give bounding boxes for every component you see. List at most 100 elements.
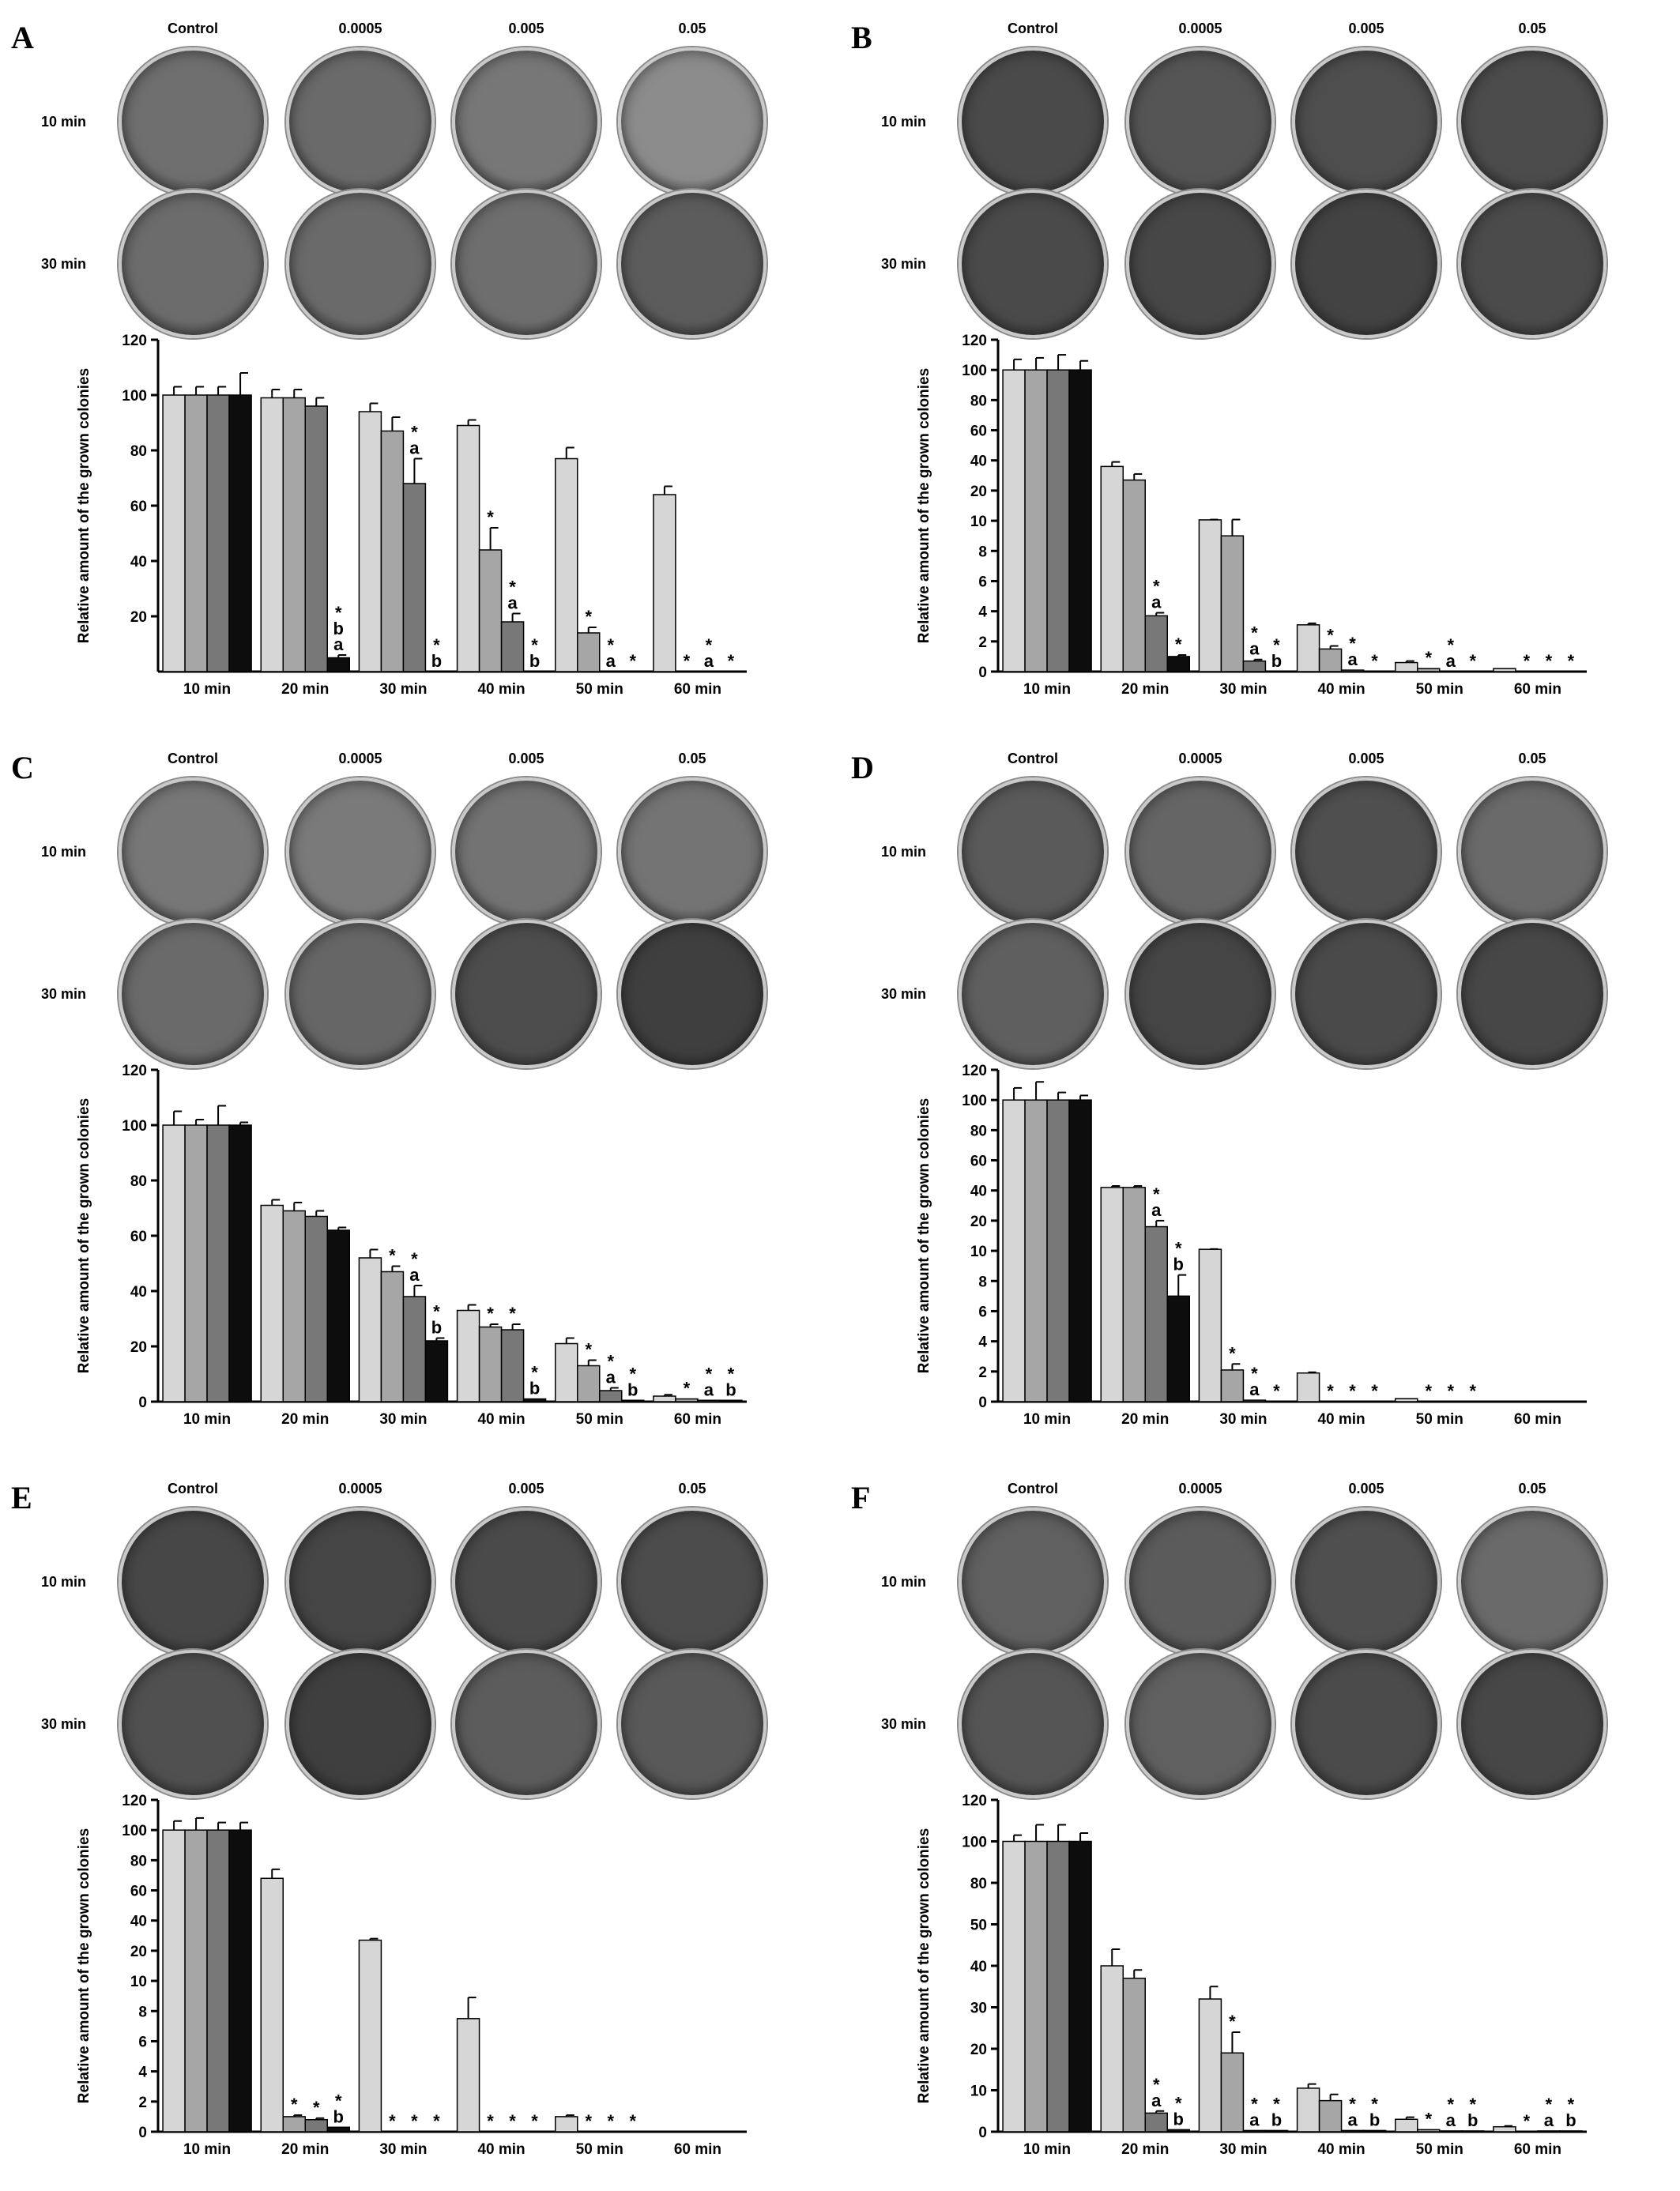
x-tick-label: 30 min — [1219, 1411, 1267, 1428]
bar — [621, 1399, 645, 1402]
bar — [1068, 1099, 1092, 1402]
significance-letter: b — [627, 1380, 638, 1399]
concentration-label: Control — [1008, 751, 1058, 766]
significance-star: * — [1273, 1381, 1280, 1401]
petri-dish-image — [1126, 1650, 1275, 1798]
chart-svg: Relative amount of the grown colonies 20 4… — [76, 333, 747, 698]
x-tick-label: 50 min — [1416, 2141, 1463, 2158]
time-label: 10 min — [41, 844, 87, 860]
petri-dish-image — [959, 190, 1107, 338]
concentration-label: 0.005 — [1348, 21, 1384, 36]
bar — [500, 1329, 525, 1402]
significance-star: * — [728, 1364, 735, 1383]
panel-c: C Control 0.0005 0.005 0.05 10 min 30 min Relat… — [0, 730, 840, 1460]
bar — [653, 1395, 676, 1402]
y-tick-label: 0 — [978, 1395, 987, 1411]
y-tick-label: 100 — [122, 1118, 147, 1135]
petri-dish-image — [286, 1650, 435, 1798]
bar — [1122, 479, 1146, 672]
y-tick-label: 8 — [978, 544, 987, 560]
concentration-label: 0.005 — [1348, 1481, 1384, 1496]
bar — [1198, 519, 1222, 672]
bar — [577, 632, 601, 672]
significance-letter: a — [1347, 649, 1358, 669]
y-tick-label: 0 — [978, 2125, 987, 2141]
bar-chart: Relative amount of the grown colonies 0 20… — [0, 1054, 840, 1428]
x-tick-label: 50 min — [576, 681, 623, 698]
significance-star: * — [684, 651, 691, 671]
time-label: 30 min — [881, 256, 927, 272]
petri-dish-image — [1292, 777, 1441, 926]
bar — [1395, 1398, 1418, 1402]
significance-letter: b — [529, 1379, 540, 1399]
petri-dish-image — [1292, 920, 1441, 1068]
x-tick-label: 40 min — [477, 1411, 525, 1428]
y-tick-label: 40 — [970, 1959, 987, 1975]
bar — [184, 1124, 208, 1402]
significance-letter: a — [1446, 651, 1456, 671]
y-tick-label: 80 — [130, 1853, 147, 1869]
concentration-label: 0.0005 — [1178, 1481, 1222, 1496]
bar — [599, 1390, 623, 1402]
bar — [1100, 1965, 1124, 2133]
significance-star: * — [629, 1364, 636, 1383]
time-label: 10 min — [41, 1574, 87, 1590]
panel-letter: E — [11, 1480, 32, 1515]
bar — [1220, 535, 1245, 672]
petri-dish-image — [119, 47, 267, 196]
x-tick-label: 10 min — [1023, 681, 1071, 698]
time-label: 30 min — [41, 1716, 87, 1732]
x-tick-label: 50 min — [1416, 1411, 1463, 1428]
petri-dish-image — [119, 920, 267, 1068]
petri-dish-image — [1126, 777, 1275, 926]
petri-dish-image — [618, 920, 767, 1068]
significance-star: * — [433, 635, 440, 655]
petri-dish-image — [618, 1650, 767, 1798]
concentration-label: Control — [168, 751, 218, 766]
significance-star: * — [509, 1304, 516, 1323]
y-tick-label: 20 — [130, 1339, 147, 1356]
y-tick-label: 10 — [970, 2084, 987, 2100]
significance-star: * — [629, 651, 636, 671]
y-tick-label: 20 — [970, 484, 987, 500]
y-tick-label: 100 — [962, 1835, 987, 1851]
bar — [228, 1124, 252, 1402]
bar — [1198, 1998, 1222, 2133]
y-tick-label: 120 — [122, 1063, 147, 1079]
bar — [260, 1877, 284, 2133]
concentration-label: 0.005 — [508, 21, 544, 36]
y-tick-label: 0 — [138, 2125, 147, 2141]
x-tick-label: 20 min — [1121, 681, 1169, 698]
petri-dish-image — [959, 47, 1107, 196]
bar — [1296, 2087, 1320, 2133]
petri-dish-image — [1292, 1650, 1441, 1798]
significance-star: * — [1327, 626, 1334, 646]
bar — [206, 394, 230, 672]
petri-dish-image — [1458, 920, 1607, 1068]
bar — [1024, 1840, 1048, 2133]
x-tick-label: 50 min — [576, 1411, 623, 1428]
bar — [1417, 2129, 1441, 2133]
significance-letter: b — [1173, 2109, 1184, 2129]
bar — [478, 1326, 503, 1402]
y-tick-label: 40 — [130, 1914, 147, 1930]
x-tick-label: 40 min — [477, 681, 525, 698]
bar — [1024, 369, 1048, 672]
bar — [1296, 624, 1320, 672]
bar — [1144, 615, 1168, 672]
significance-star: * — [1568, 651, 1575, 671]
x-tick-label: 30 min — [379, 2141, 427, 2158]
panel-a: A Control 0.0005 0.005 0.05 10 min 30 min Relat… — [0, 0, 840, 730]
y-tick-label: 6 — [978, 1304, 987, 1320]
bar — [358, 1257, 382, 1402]
significance-letter: b — [431, 651, 442, 671]
bar — [1417, 668, 1441, 672]
x-tick-label: 40 min — [1317, 681, 1365, 698]
x-tick-label: 10 min — [1023, 2141, 1071, 2158]
significance-star: * — [433, 2111, 440, 2131]
y-tick-label: 100 — [962, 363, 987, 379]
significance-star: * — [1447, 635, 1454, 655]
petri-dish-image — [959, 1508, 1107, 1656]
panel-letter: B — [851, 20, 872, 55]
x-tick-label: 60 min — [674, 1411, 721, 1428]
